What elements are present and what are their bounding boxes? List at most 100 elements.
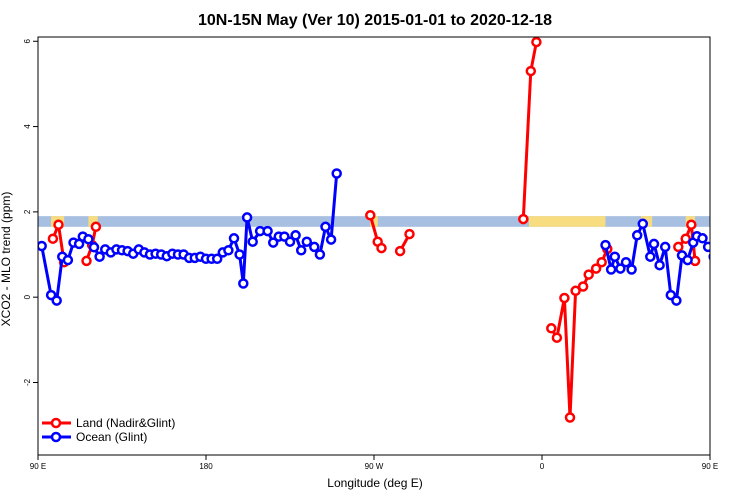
ocean-data-point [238, 278, 249, 289]
x-tick-label: 180 [199, 462, 213, 471]
ocean-data-point [38, 240, 47, 252]
land-data-point [365, 210, 376, 221]
ocean-data-point [620, 256, 632, 268]
land-data-point [53, 219, 64, 230]
land-data-point [404, 228, 415, 240]
ocean-data-point [659, 241, 671, 253]
legend-ocean-label: Ocean (Glint) [76, 430, 147, 444]
ocean-data-point [83, 233, 94, 245]
series-layer [38, 37, 750, 423]
ocean-data-point [228, 233, 240, 244]
ocean-data-point [211, 253, 223, 265]
y-tick-label: 0 [23, 294, 32, 299]
ocean-data-point [241, 212, 253, 223]
ocean-data-point [727, 245, 735, 253]
ocean-data-point [234, 249, 245, 260]
ocean-data-point [247, 236, 258, 247]
ocean-data-point [267, 237, 279, 248]
ocean-data-point [682, 254, 693, 266]
land-data-point [719, 240, 727, 248]
land-data-point [673, 241, 684, 253]
land-data-point [564, 412, 576, 423]
ocean-data-point [708, 252, 710, 261]
land-data-point [583, 269, 594, 280]
land-strip-segment [528, 216, 606, 227]
ocean-data-point [314, 249, 326, 260]
ocean-data-point [605, 264, 617, 275]
ocean-data-point [51, 295, 62, 306]
y-tick-label: 2 [23, 209, 32, 214]
legend-land-marker [50, 417, 62, 429]
ocean-data-point [301, 236, 313, 247]
ocean-data-point [738, 247, 746, 255]
ocean-data-point [320, 221, 331, 233]
land-data-point [47, 233, 59, 244]
ocean-data-point [615, 263, 626, 274]
land-data-point [715, 257, 723, 265]
ocean-data-point [626, 264, 637, 275]
ocean-data-point [325, 234, 337, 245]
land-series-line [719, 226, 727, 261]
x-tick-label: 90 E [702, 462, 718, 471]
ocean-data-point [290, 230, 301, 241]
land-data-point [376, 242, 387, 254]
y-tick-label: 4 [23, 124, 32, 129]
ocean-data-point [637, 218, 649, 230]
land-data-point [559, 292, 570, 304]
ocean-data-point [88, 242, 100, 253]
ocean-data-point [743, 250, 750, 258]
ocean-data-point [331, 168, 342, 179]
chart-title: 10N-15N May (Ver 10) 2015-01-01 to 2020-… [198, 12, 552, 29]
land-data-point [525, 65, 537, 77]
ocean-data-point [600, 239, 611, 251]
land-data-point [551, 332, 563, 343]
land-data-point [518, 213, 529, 225]
land-data-point [590, 263, 602, 274]
ocean-data-point [284, 236, 296, 247]
legend: Land (Nadir&Glint) Ocean (Glint) [42, 416, 175, 444]
x-tick-label: 90 W [365, 462, 384, 471]
ocean-data-point [645, 251, 656, 262]
ocean-data-point [295, 245, 307, 256]
x-axis-label: Longitude (deg E) [327, 476, 422, 490]
legend-land-label: Land (Nadir&Glint) [76, 416, 175, 430]
land-data-point [596, 256, 607, 268]
x-tick-label: 90 E [30, 462, 46, 471]
ocean-data-point [223, 245, 234, 256]
land-data-point [723, 222, 731, 230]
ocean-data-point [702, 241, 710, 253]
land-data-point [570, 285, 581, 297]
ocean-data-point [732, 246, 740, 254]
land-strip-segment [88, 216, 98, 227]
ocean-data-point [697, 233, 708, 244]
y-axis-label: XCO2 - MLO trend (ppm) [0, 192, 13, 327]
legend-ocean-marker [50, 431, 62, 443]
x-tick-label: 0 [540, 462, 545, 471]
ocean-data-point [648, 238, 660, 250]
y-tick-label: 6 [23, 38, 32, 43]
ocean-data-point [609, 251, 621, 262]
ocean-data-point [309, 241, 320, 253]
land-strip-segment [370, 216, 378, 227]
y-axis: -2 0 2 4 6 [23, 38, 38, 386]
land-data-point [531, 37, 542, 48]
ocean-data-point [721, 248, 729, 256]
ocean-data-point [654, 259, 665, 271]
ocean-data-point [94, 251, 105, 262]
ocean-data-point [62, 254, 74, 266]
land-data-point [686, 219, 697, 230]
ocean-data-point [715, 245, 723, 253]
land-data-point [90, 221, 102, 233]
ocean-data-point [631, 230, 643, 241]
land-series-line [550, 248, 609, 419]
ocean-data-point [671, 295, 682, 306]
ocean-data-point [262, 225, 273, 237]
land-data-point [577, 281, 589, 292]
land-strip-segment [734, 216, 749, 227]
land-data-point [81, 255, 92, 267]
x-axis: 90 E 180 90 W 0 90 E [30, 455, 718, 471]
land-data-point [546, 323, 557, 334]
land-data-point [394, 245, 406, 257]
y-tick-label: -2 [23, 378, 32, 386]
